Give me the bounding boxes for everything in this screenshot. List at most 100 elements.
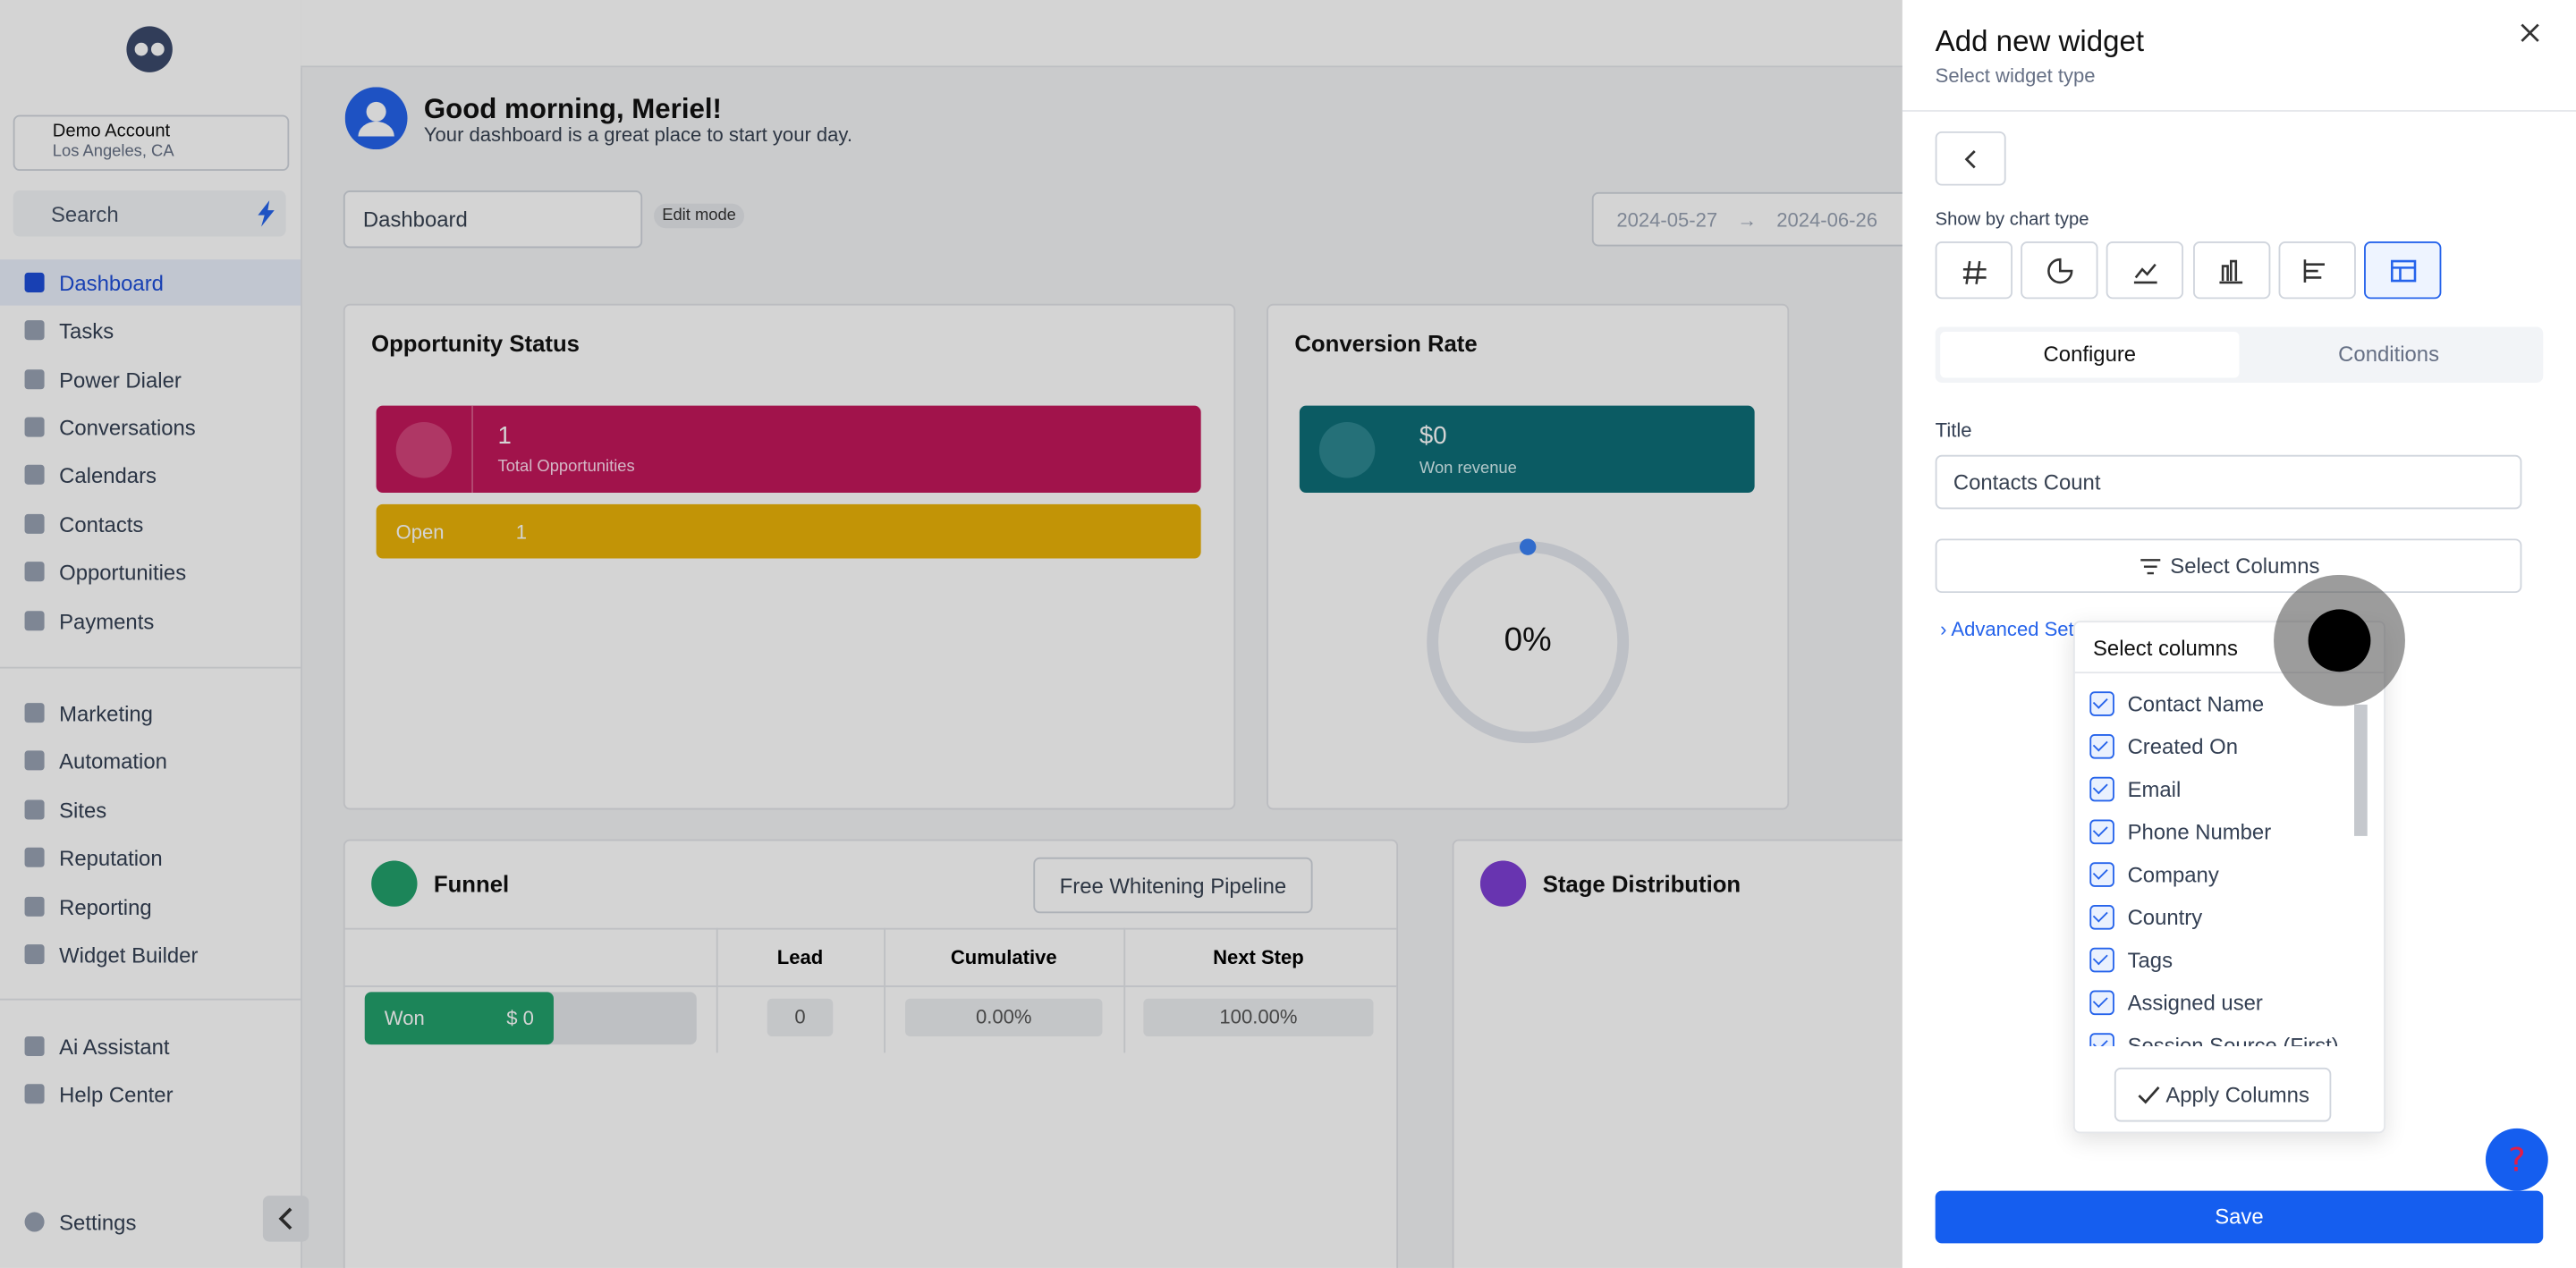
won-revenue-tile: $0 Won revenue (1299, 405, 1755, 494)
column-label: Created On (2127, 733, 2238, 758)
nav-item[interactable]: Sites (0, 787, 301, 833)
avatar (344, 87, 408, 150)
nav-item[interactable]: Payments (0, 598, 301, 644)
columns-list: Contact Name Created On Email Phone Number C… (0, 681, 2576, 1046)
tile-label: Won revenue (1419, 460, 1517, 478)
nav-item[interactable]: Tasks (0, 307, 301, 352)
next-step-cell: 100.00% (1143, 998, 1374, 1036)
nav-item[interactable]: Widget Builder (0, 931, 301, 976)
column-header: Cumulative (950, 945, 1057, 969)
account-location: Los Angeles, CA (52, 142, 174, 161)
nav-label: Power Dialer (59, 367, 182, 393)
greeting-subtitle: Your dashboard is a great place to start… (423, 123, 852, 147)
nav-item[interactable]: Dashboard (0, 259, 301, 306)
column-option[interactable]: Phone Number (2073, 810, 2352, 853)
total-opportunities-tile: 1 Total Opportunities (376, 405, 1201, 494)
nav-label: Conversations (59, 414, 196, 440)
column-label: Assigned user (2127, 989, 2263, 1015)
nav-item[interactable]: Ai Assistant (0, 1023, 301, 1069)
back-button[interactable] (1935, 131, 2006, 186)
chart-type-button[interactable] (2364, 241, 2442, 300)
search-box[interactable]: Search (13, 190, 286, 237)
opportunity-card: Opportunity Status 1 Total Opportunities… (343, 303, 1236, 810)
tab-active[interactable]: Configure (1940, 332, 2240, 378)
title-value: Contacts Count (1953, 469, 2101, 495)
card-title: Conversion Rate (1294, 330, 1478, 357)
chart-type-button[interactable] (2106, 241, 2184, 300)
nav-item[interactable]: Settings (0, 1199, 301, 1245)
column-option[interactable]: Country (2073, 895, 2352, 938)
panel-title: Add new widget (1935, 24, 2145, 58)
edit-mode-toggle[interactable]: Edit mode (654, 203, 745, 229)
nav-label: Ai Assistant (59, 1034, 170, 1059)
column-option[interactable]: Session Source (First) (2073, 1023, 2352, 1046)
search-placeholder: Search (50, 201, 119, 227)
rate-gauge (1427, 538, 1630, 744)
collapse-button[interactable] (262, 1196, 309, 1242)
tab[interactable]: Conditions (2338, 342, 2440, 367)
column-label: Phone Number (2127, 818, 2272, 844)
rate-value: 0% (1504, 622, 1552, 659)
card-title: Funnel (433, 870, 510, 897)
dashboard-name: Dashboard (362, 207, 468, 232)
column-option[interactable]: Assigned user (2073, 981, 2352, 1024)
cumulative-cell: 0.00% (905, 998, 1103, 1036)
date-end: 2024-06-26 (1776, 207, 1877, 232)
sidebar: Demo Account Los Angeles, CA Search Sett… (0, 0, 309, 1268)
tile-value: $0 (1419, 422, 1447, 451)
account-switcher[interactable]: Demo Account Los Angeles, CA (13, 114, 290, 172)
greeting: Good morning, Meriel! (423, 93, 722, 125)
chart-type-button[interactable] (2192, 241, 2270, 300)
tile-label: Total Opportunities (497, 458, 635, 477)
open-label: Open (395, 520, 445, 544)
modal-overlay[interactable] (0, 0, 1902, 1268)
column-option[interactable]: Created On (2073, 724, 2352, 767)
logo (126, 26, 173, 72)
nav-item[interactable]: Reputation (0, 834, 301, 880)
nav-item[interactable]: Calendars (0, 452, 301, 497)
date-start: 2024-05-27 (1616, 207, 1718, 232)
pipeline-select[interactable]: Free Whitening Pipeline (1033, 857, 1313, 914)
nav-item[interactable]: Opportunities (0, 548, 301, 594)
account-name: Demo Account (52, 121, 171, 141)
title-input[interactable]: Contacts Count (1935, 454, 2522, 510)
stage-name: Won (384, 1006, 425, 1030)
card-title: Opportunity Status (371, 330, 580, 357)
nav-label: Automation (59, 748, 167, 773)
chart-type-button[interactable] (1935, 241, 2012, 300)
chart-type-button[interactable] (2021, 241, 2098, 300)
apply-columns-button[interactable]: Apply Columns (2114, 1067, 2332, 1122)
date-range[interactable]: 2024-05-27 → 2024-06-26 (1591, 191, 1924, 247)
column-option[interactable]: Email (2073, 767, 2352, 810)
chart-type-button[interactable] (2278, 241, 2356, 300)
column-label: Contact Name (2127, 690, 2265, 715)
nav-label: Payments (59, 608, 155, 634)
dashboard-select[interactable]: Dashboard (343, 190, 643, 249)
chart-type-label: Show by chart type (1935, 210, 2089, 231)
dropdown-title: Select columns (2092, 635, 2238, 661)
nav-label: Widget Builder (59, 942, 199, 967)
button-label: Apply Columns (2165, 1082, 2309, 1107)
svg-text:?: ? (2508, 1141, 2526, 1179)
nav-item[interactable]: Reporting (0, 883, 301, 929)
column-option[interactable]: Contact Name (2073, 681, 2352, 724)
column-option[interactable]: Tags (2073, 938, 2352, 981)
nav-item[interactable]: Contacts (0, 501, 301, 546)
close-button[interactable] (2521, 23, 2540, 43)
nav-item[interactable]: Power Dialer (0, 357, 301, 402)
nav-item[interactable]: Marketing (0, 689, 301, 735)
column-header: Lead (776, 945, 824, 969)
nav-item[interactable]: Conversations (0, 404, 301, 450)
help-button[interactable]: ? (2484, 1127, 2549, 1192)
card-title: Stage Distribution (1542, 870, 1741, 897)
nav-label: Settings (59, 1209, 137, 1235)
select-columns-button[interactable]: Select Columns (1935, 538, 2522, 594)
nav-label: Tasks (59, 317, 114, 342)
nav-item[interactable]: Help Center (0, 1071, 301, 1117)
lead-cell: 0 (767, 998, 834, 1036)
column-header: Next Step (1213, 945, 1304, 969)
nav-item[interactable]: Automation (0, 738, 301, 783)
save-button[interactable]: Save (1935, 1190, 2544, 1244)
column-option[interactable]: Company (2073, 852, 2352, 895)
